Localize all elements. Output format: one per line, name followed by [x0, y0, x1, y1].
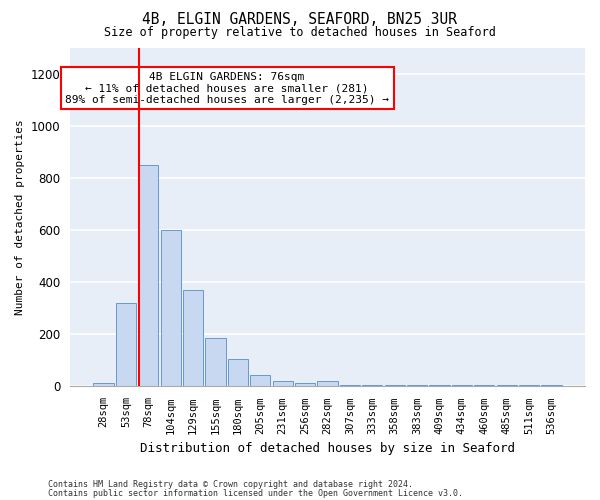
Text: Contains public sector information licensed under the Open Government Licence v3: Contains public sector information licen…	[48, 489, 463, 498]
Bar	[116, 303, 136, 386]
Bar	[295, 382, 315, 386]
Bar	[94, 382, 113, 386]
Bar	[541, 385, 562, 386]
Bar	[362, 385, 382, 386]
Text: 4B, ELGIN GARDENS, SEAFORD, BN25 3UR: 4B, ELGIN GARDENS, SEAFORD, BN25 3UR	[143, 12, 458, 28]
Bar	[497, 385, 517, 386]
Bar	[385, 385, 405, 386]
Bar	[430, 385, 449, 386]
Text: 4B ELGIN GARDENS: 76sqm
← 11% of detached houses are smaller (281)
89% of semi-d: 4B ELGIN GARDENS: 76sqm ← 11% of detache…	[65, 72, 389, 105]
Bar	[250, 374, 271, 386]
Bar	[228, 359, 248, 386]
Bar	[407, 385, 427, 386]
Bar	[138, 165, 158, 386]
Bar	[183, 290, 203, 386]
Bar	[161, 230, 181, 386]
Bar	[474, 385, 494, 386]
Y-axis label: Number of detached properties: Number of detached properties	[15, 119, 25, 315]
Bar	[272, 381, 293, 386]
Bar	[452, 385, 472, 386]
Bar	[340, 385, 360, 386]
Text: Size of property relative to detached houses in Seaford: Size of property relative to detached ho…	[104, 26, 496, 39]
Bar	[205, 338, 226, 386]
Bar	[317, 381, 338, 386]
Bar	[519, 385, 539, 386]
Text: Contains HM Land Registry data © Crown copyright and database right 2024.: Contains HM Land Registry data © Crown c…	[48, 480, 413, 489]
X-axis label: Distribution of detached houses by size in Seaford: Distribution of detached houses by size …	[140, 442, 515, 455]
